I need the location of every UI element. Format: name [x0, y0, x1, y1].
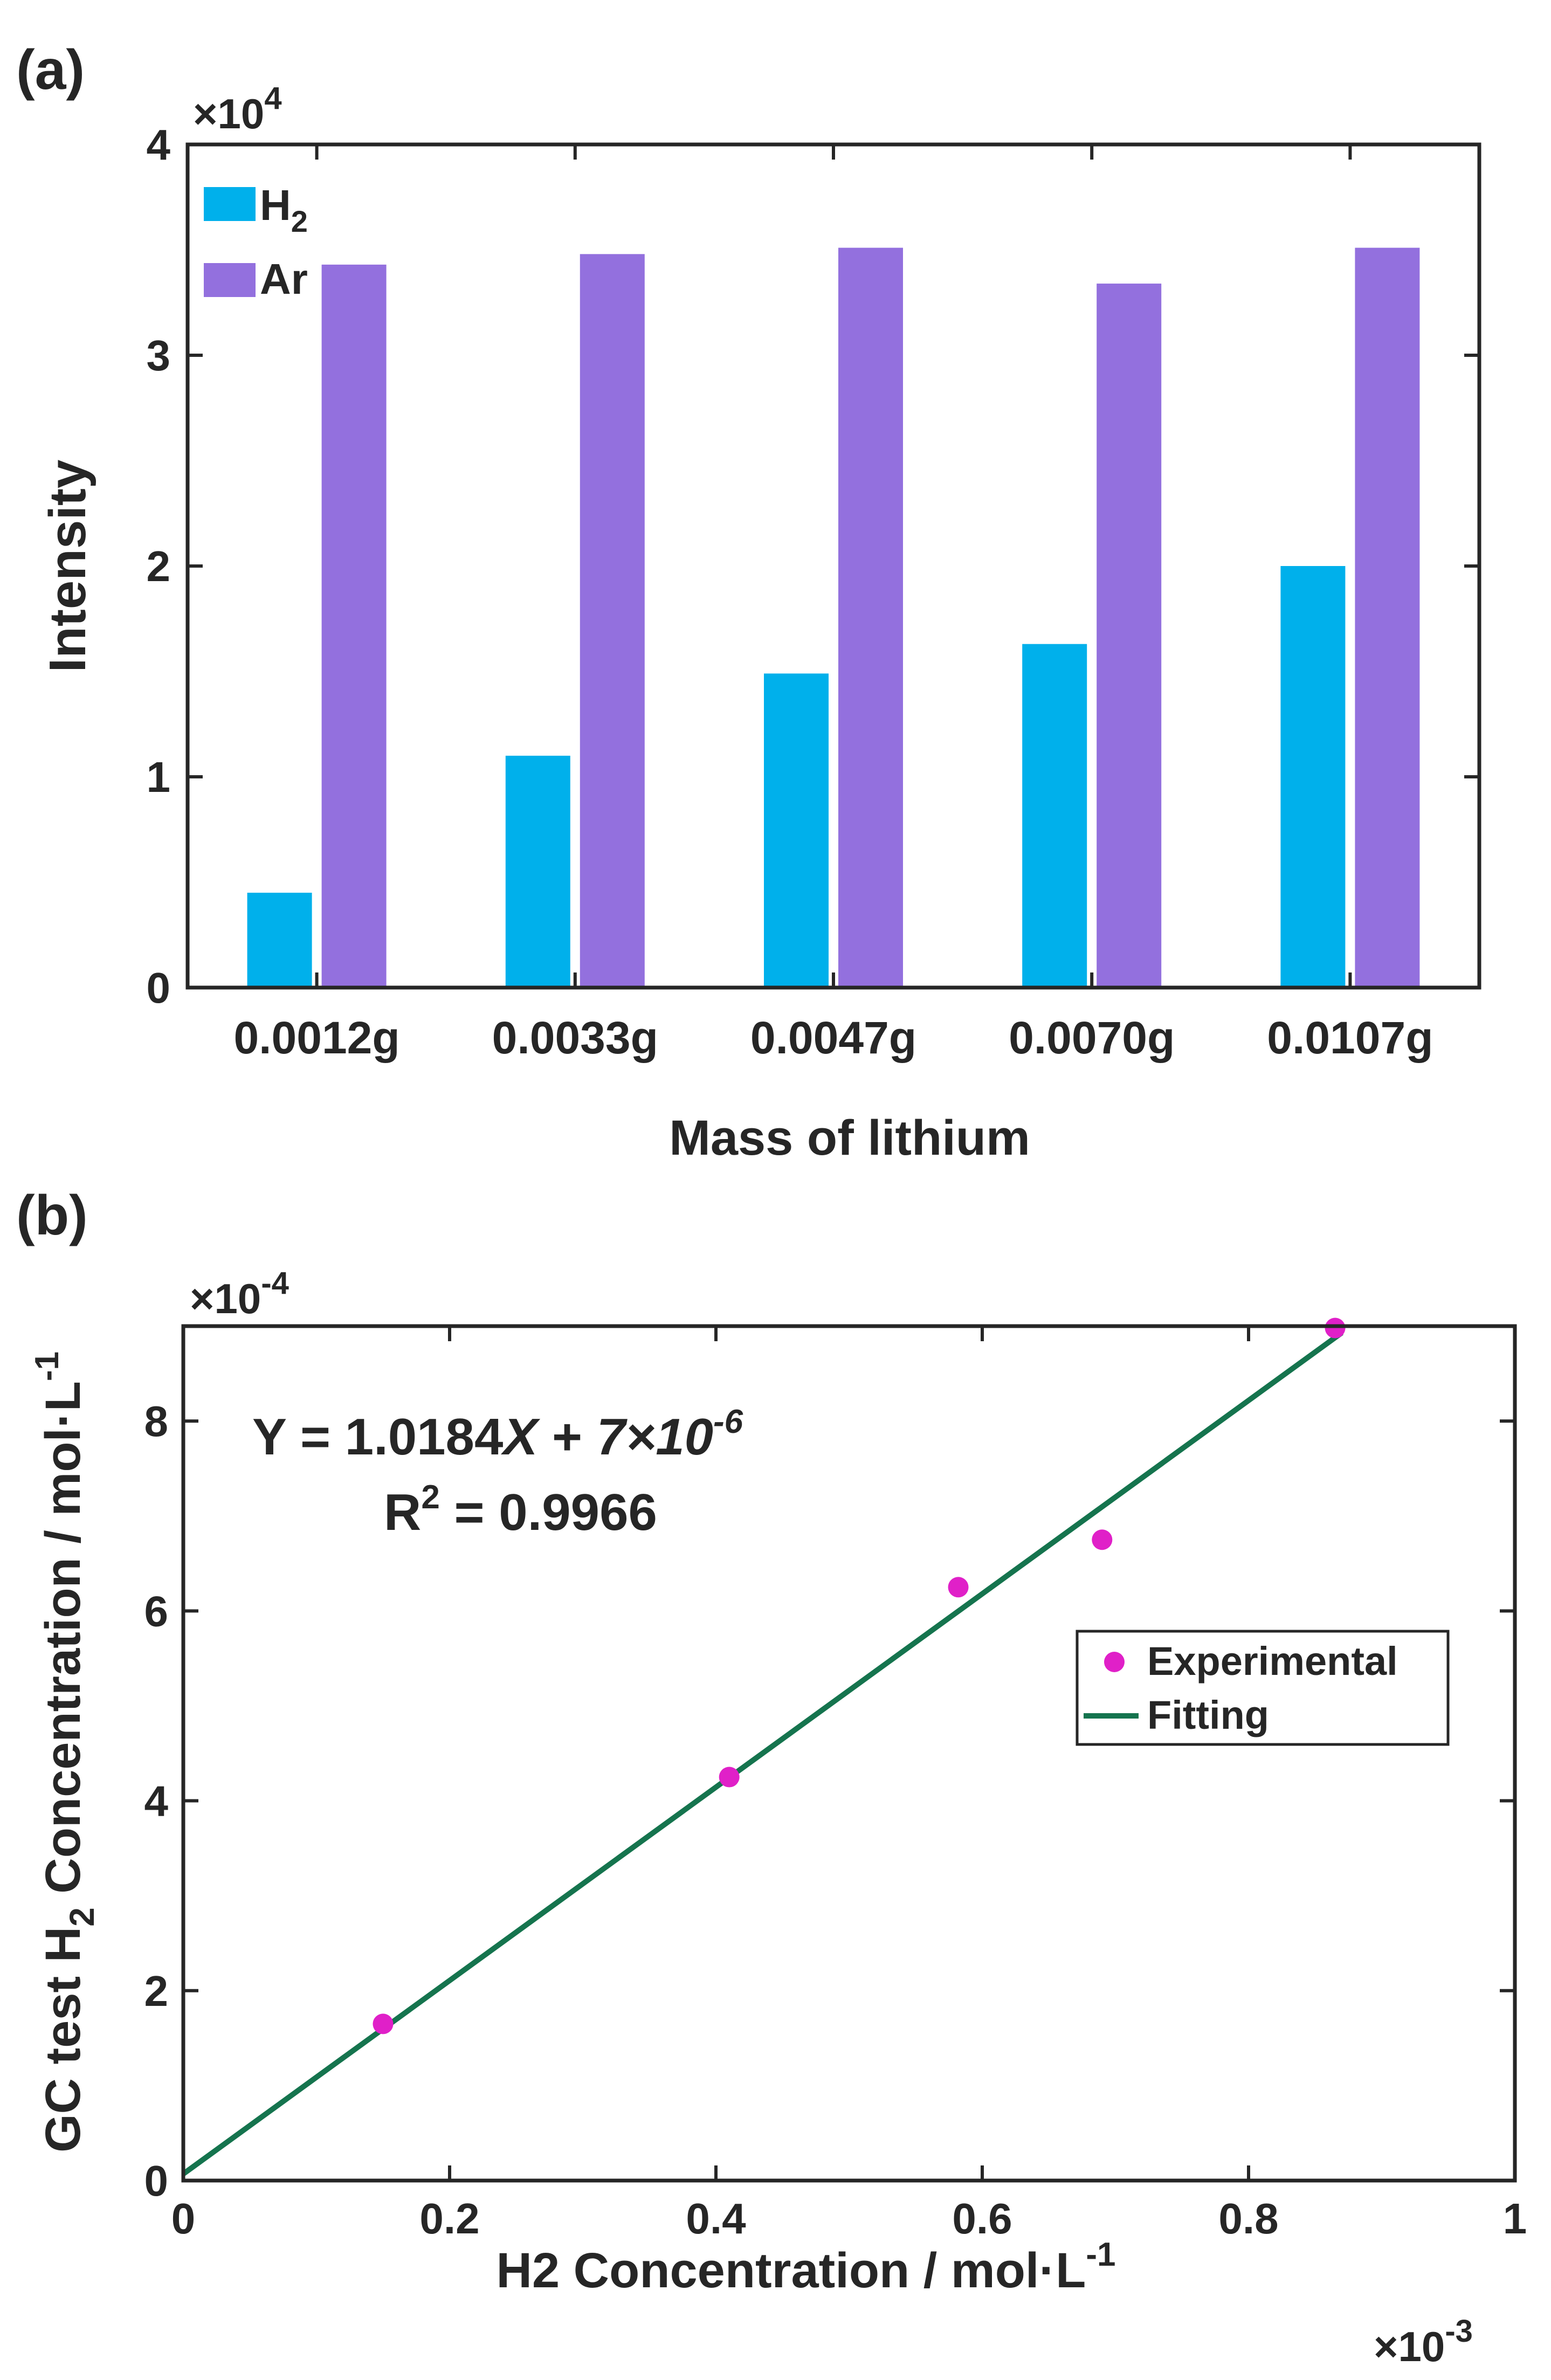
legend-label-ar: Ar — [260, 255, 308, 303]
experimental-point — [719, 1767, 740, 1788]
y-tick-label-b: 4 — [144, 1777, 169, 1825]
y-multiplier-a: ×104 — [193, 81, 282, 137]
y-tick-label-a: 2 — [147, 542, 171, 590]
y-tick-label-a: 0 — [147, 964, 171, 1012]
y-tick-label-a: 4 — [147, 121, 171, 169]
x-tick-label-a: 0.0070g — [1009, 1012, 1175, 1063]
x-axis-label-b: H2 Concentration / mol·L-1 — [497, 2236, 1116, 2298]
y-tick-label-b: 2 — [144, 1967, 169, 2015]
y-tick-label-a: 3 — [147, 332, 171, 380]
experimental-point — [1325, 1317, 1346, 1339]
bar-ar-0.0107g — [1355, 247, 1420, 988]
legend-b: Experimental Fitting — [1076, 1630, 1450, 1746]
bar-ar-0.0033g — [580, 254, 645, 988]
fitting-line — [182, 1330, 1343, 2176]
y-ticks-a: 0 1 2 3 4 — [147, 121, 1479, 1012]
y-tick-label-b: 6 — [144, 1587, 169, 1635]
x-tick-label-a: 0.0107g — [1267, 1012, 1433, 1063]
x-tick-label-b: 0.6 — [952, 2195, 1012, 2243]
y-axis-label-a: Intensity — [39, 460, 96, 673]
y-multiplier-b: ×10-4 — [190, 1266, 289, 1322]
bar-ar-0.0012g — [321, 264, 387, 988]
legend-swatch-ar — [204, 263, 256, 297]
y-ticks-b: 0 2 4 6 8 — [144, 1397, 1515, 2205]
experimental-point — [948, 1577, 969, 1598]
bar-h2-0.0047g — [764, 673, 829, 988]
legend-label-fitting: Fitting — [1147, 1693, 1269, 1737]
axis-frame-b — [181, 1324, 1517, 2183]
experimental-point — [373, 2013, 394, 2034]
bar-h2-0.0033g — [505, 755, 570, 988]
legend-box-b — [1076, 1630, 1450, 1746]
x-tick-label-b: 0.4 — [686, 2195, 746, 2243]
x-tick-label-a: 0.0047g — [750, 1012, 916, 1063]
x-tick-label-b: 0 — [171, 2195, 196, 2243]
bar-h2-0.0107g — [1280, 566, 1346, 988]
x-tick-label-b: 0.8 — [1218, 2195, 1278, 2243]
x-ticks-a: 0.0012g 0.0033g 0.0047g 0.0070g 0.0107g — [233, 144, 1433, 1063]
bar-ar-0.0070g — [1097, 284, 1162, 988]
x-tick-label-a: 0.0012g — [233, 1012, 399, 1063]
legend-label-experimental: Experimental — [1147, 1639, 1398, 1684]
x-ticks-b: 0 0.2 0.4 0.6 0.8 1 — [171, 1326, 1527, 2243]
legend-label-h2: H2 — [260, 181, 308, 238]
panel-b-label: (b) — [16, 1184, 88, 1247]
bar-area-a — [247, 247, 1420, 988]
fit-equation: Y = 1.0184X + 7×10-6 — [252, 1403, 743, 1466]
y-axis-label-b: GC test H2 Concentration / mol·L-1 — [29, 1351, 101, 2153]
y-tick-label-a: 1 — [147, 753, 171, 801]
x-tick-label-b: 1 — [1503, 2195, 1527, 2243]
x-multiplier-b: ×10-3 — [1374, 2314, 1473, 2370]
plot-area-b — [182, 1317, 1346, 2176]
panel-a-label: (a) — [16, 39, 85, 101]
panel-b: (b) ×10-4 0 2 4 6 8 0 0.2 0.4 0.6 0.8 1 Y = 1.018… — [16, 1184, 1527, 2370]
y-tick-label-b: 8 — [144, 1397, 169, 1445]
legend-swatch-h2 — [204, 187, 256, 221]
bar-h2-0.0070g — [1022, 644, 1087, 988]
x-axis-label-a: Mass of lithium — [669, 1110, 1030, 1165]
x-tick-label-b: 0.2 — [419, 2195, 479, 2243]
experimental-point — [1092, 1529, 1113, 1550]
bar-h2-0.0012g — [247, 893, 312, 988]
bar-ar-0.0047g — [838, 247, 903, 988]
y-tick-label-b: 0 — [144, 2157, 169, 2205]
r-squared: R2 = 0.9966 — [384, 1479, 657, 1541]
legend-a: H2 Ar — [204, 181, 308, 303]
legend-marker-experimental — [1104, 1652, 1125, 1672]
x-tick-label-a: 0.0033g — [492, 1012, 658, 1063]
